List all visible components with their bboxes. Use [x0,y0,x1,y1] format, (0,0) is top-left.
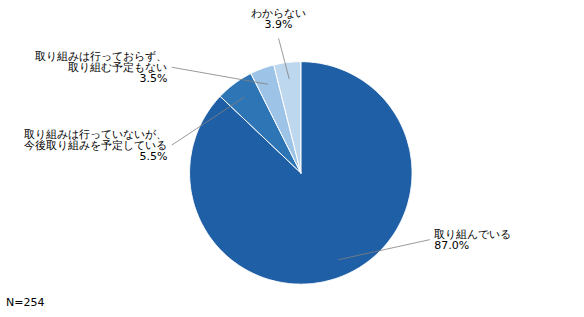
svg-text:取り組みは行っておらず、取り組む予定もない3.5%: 取り組みは行っておらず、取り組む予定もない3.5% [35,50,167,85]
svg-text:N=254: N=254 [6,296,44,309]
svg-text:取り組みは行っていないが、今後取り組みを予定している5.5%: 取り組みは行っていないが、今後取り組みを予定している5.5% [24,128,167,163]
svg-text:取り組んでいる87.0%: 取り組んでいる87.0% [434,228,511,252]
svg-text:わからない3.9%: わからない3.9% [251,7,306,31]
